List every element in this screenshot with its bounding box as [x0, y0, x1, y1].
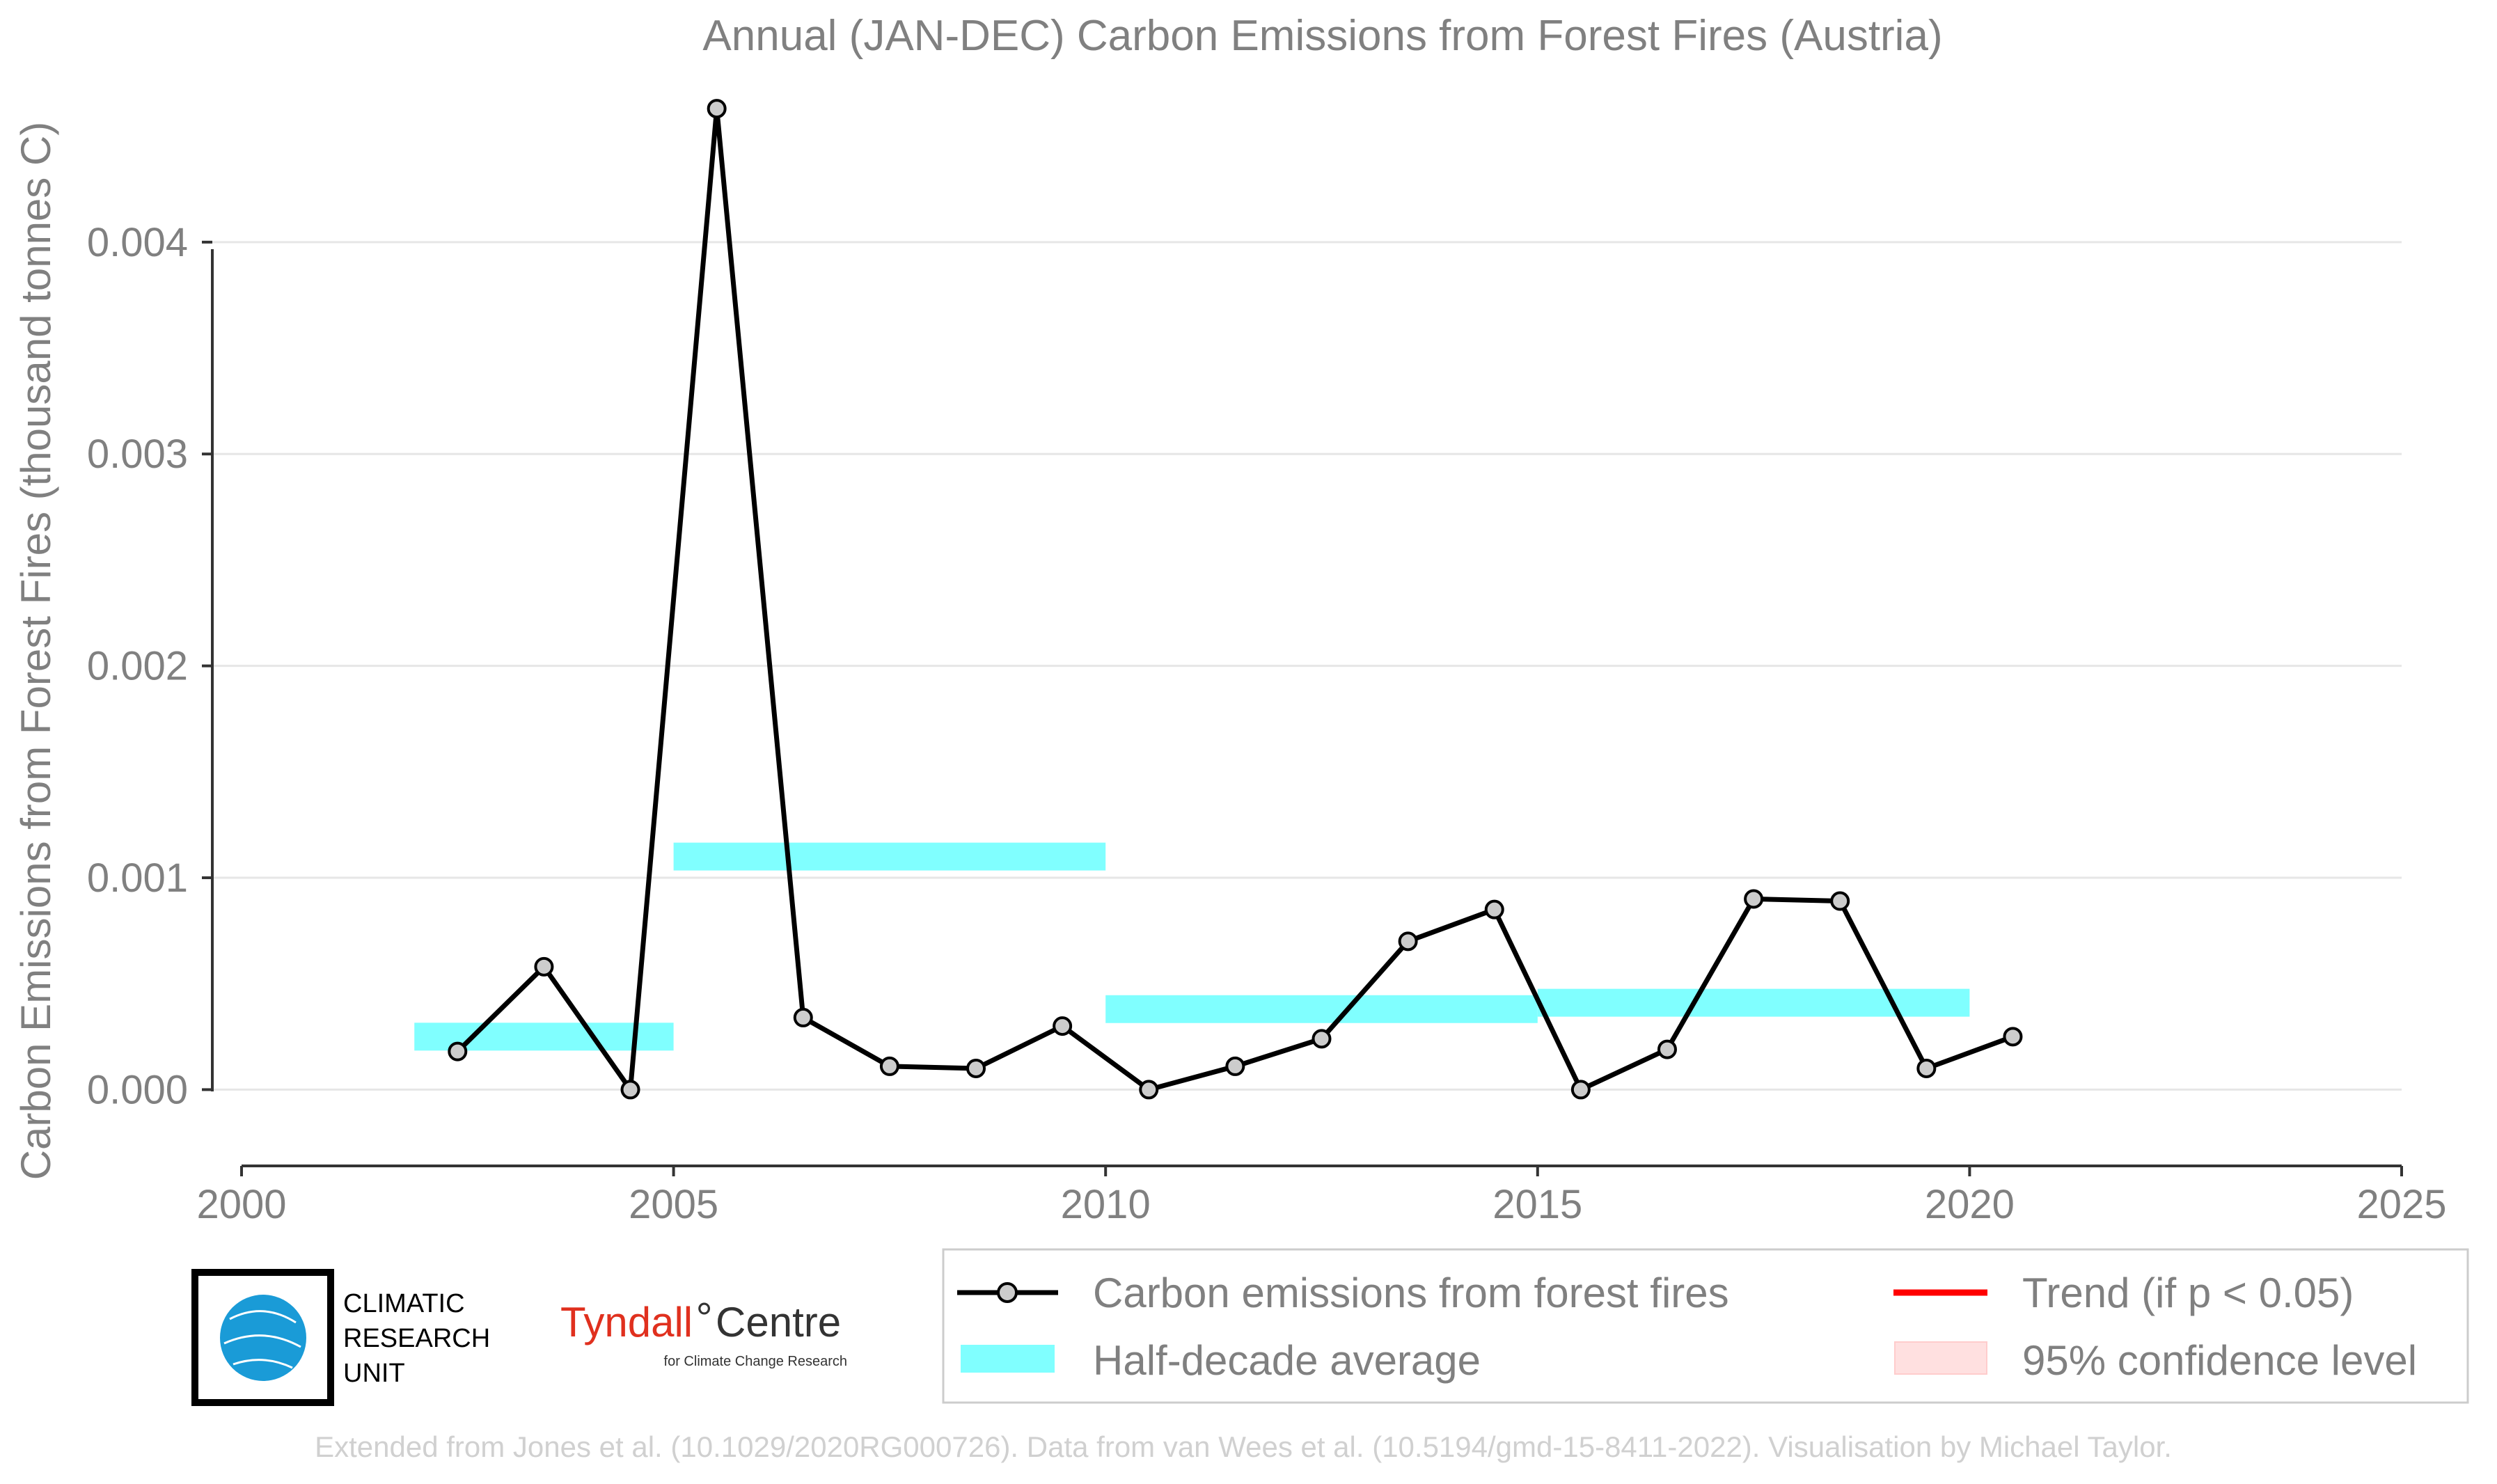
data-point [1398, 931, 1418, 952]
x-tick-label: 2010 [1061, 1182, 1151, 1227]
x-tick-label: 2020 [1925, 1182, 2015, 1227]
x-axis-ticks: 2000 2005 2010 2015 2020 2025 [196, 1166, 2447, 1227]
x-tick-label: 2000 [196, 1182, 286, 1227]
y-tick-label: 0.004 [87, 220, 188, 265]
series-line [455, 106, 2014, 1092]
data-point [620, 1080, 640, 1100]
y-tick-label: 0.001 [87, 855, 188, 901]
cru-line-3: UNIT [343, 1359, 405, 1388]
data-point [1570, 1080, 1591, 1100]
legend-label-half-decade: Half-decade average [1093, 1337, 1481, 1384]
data-point [1744, 889, 1764, 909]
data-point [793, 1007, 813, 1027]
legend-box [942, 1248, 2469, 1404]
data-point [448, 1041, 468, 1061]
legend-label-trend: Trend (if p < 0.05) [2022, 1270, 2354, 1316]
cru-line-1: CLIMATIC [343, 1289, 465, 1318]
x-tick-label: 2025 [2356, 1182, 2446, 1227]
y-tick-label: 0.002 [87, 644, 188, 689]
half-decade-bands [414, 842, 1970, 1051]
tyndall-centre: Centre [716, 1299, 841, 1345]
legend-item-confidence: 95% confidence level [1894, 1337, 2417, 1384]
data-point [1830, 891, 1850, 911]
half-decade-band [673, 842, 1106, 871]
tyndall-tagline: for Climate Change Research [664, 1354, 847, 1369]
data-point [1916, 1058, 1937, 1078]
data-point [707, 99, 727, 119]
legend-label-confidence: 95% confidence level [2022, 1337, 2417, 1384]
credit-text: Extended from Jones et al. (10.1029/2020… [315, 1430, 2172, 1463]
x-tick-label: 2005 [629, 1182, 718, 1227]
data-point [1484, 899, 1504, 919]
half-decade-band [1537, 988, 1970, 1017]
cru-logo: CLIMATIC RESEARCH UNIT [191, 1269, 490, 1406]
data-point [879, 1056, 899, 1076]
data-point [534, 956, 554, 977]
cru-line-2: RESEARCH [343, 1324, 490, 1353]
data-point [966, 1058, 986, 1078]
legend-item-half-decade: Half-decade average [961, 1337, 1481, 1384]
data-point [1225, 1056, 1245, 1076]
tyndall-wordmark: Tyndall ° Centre [560, 1295, 841, 1345]
data-point [1139, 1080, 1159, 1100]
y-axis-label: Carbon Emissions from Forest Fires (thou… [13, 122, 59, 1181]
tyndall-logo: Tyndall ° Centre for Climate Change Rese… [560, 1295, 847, 1369]
half-decade-band [1105, 995, 1538, 1023]
legend-item-trend: Trend (if p < 0.05) [1893, 1270, 2354, 1316]
globe-icon [220, 1295, 306, 1381]
data-point [1311, 1029, 1332, 1049]
legend-item-emissions: Carbon emissions from forest fires [957, 1270, 1729, 1316]
grid-lines [212, 241, 2402, 1091]
legend: Carbon emissions from forest fires Trend… [942, 1248, 2469, 1404]
y-axis-ticks: 0.000 0.001 0.002 0.003 0.004 [87, 220, 212, 1112]
data-point [1053, 1016, 1073, 1036]
tyndall-name: Tyndall [560, 1299, 693, 1345]
data-point [1657, 1039, 1677, 1059]
emissions-series [448, 99, 2023, 1100]
y-tick-label: 0.000 [87, 1067, 188, 1112]
legend-label-emissions: Carbon emissions from forest fires [1093, 1270, 1729, 1316]
chart-title: Annual (JAN-DEC) Carbon Emissions from F… [702, 12, 1942, 60]
data-point [2003, 1027, 2023, 1047]
x-tick-label: 2015 [1492, 1182, 1582, 1227]
y-tick-label: 0.003 [87, 432, 188, 477]
